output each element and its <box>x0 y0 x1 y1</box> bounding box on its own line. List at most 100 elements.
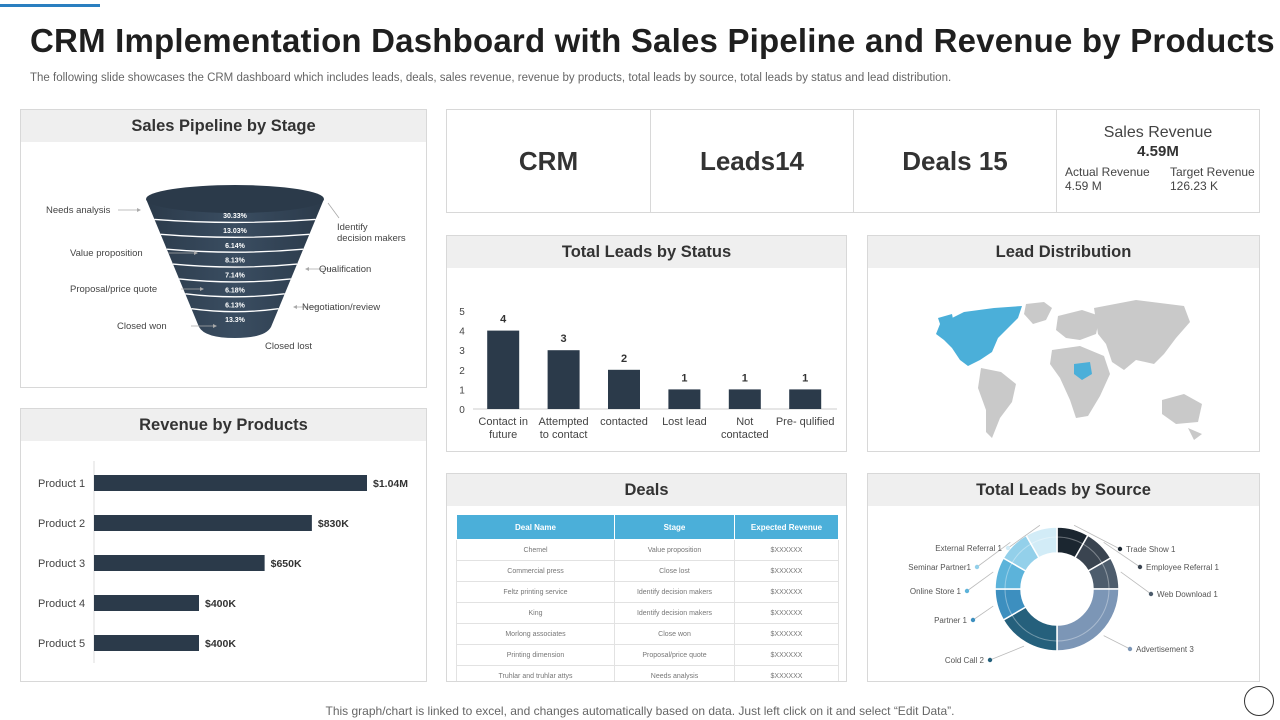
revenue-bar <box>94 555 265 571</box>
deals-panel: Deals Deal Name Stage Expected Revenue C… <box>446 473 847 682</box>
donut-label: Cold Call 2 <box>945 656 985 665</box>
kpi-leads: Leads14 <box>651 110 854 212</box>
table-cell: $XXXXXX <box>734 665 839 681</box>
donut-leader-dot <box>974 564 980 570</box>
funnel-top <box>146 185 324 213</box>
donut-label: Employee Referral 1 <box>1146 563 1219 572</box>
deals-title: Deals <box>447 474 846 506</box>
funnel-body <box>146 199 324 338</box>
funnel-label-proposal: Proposal/price quote <box>70 284 157 295</box>
donut-leader-dot <box>1137 564 1143 570</box>
funnel-label-decision-makers: decision makers <box>337 233 406 244</box>
table-cell: $XXXXXX <box>734 644 839 666</box>
donut-label: Web Download 1 <box>1157 590 1218 599</box>
deals-header-name: Deal Name <box>456 514 615 540</box>
table-cell: Truhlar and truhlar attys <box>456 665 615 681</box>
funnel-label-closed-lost: Closed lost <box>265 341 312 352</box>
donut-leader-dot <box>987 657 993 663</box>
table-cell: Identify decision makers <box>614 602 735 624</box>
status-ytick: 5 <box>459 307 465 318</box>
table-row: Morlong associates Close won $XXXXXX <box>456 623 839 645</box>
revenue-category-label: Product 2 <box>38 518 85 530</box>
funnel-separator <box>166 248 304 253</box>
map-australia <box>1162 394 1202 424</box>
table-cell: Close lost <box>614 560 735 582</box>
donut-ring-line <box>1011 543 1032 564</box>
funnel-separator <box>179 278 291 283</box>
table-cell: King <box>456 602 615 624</box>
revenue-bar <box>94 475 367 491</box>
target-revenue-value: 126.23 K <box>1170 179 1219 193</box>
table-row: Truhlar and truhlar attys Needs analysis $… <box>456 665 839 681</box>
status-bar <box>547 350 580 409</box>
status-bar-value: 3 <box>561 333 567 345</box>
distribution-panel: Lead Distribution <box>867 235 1260 452</box>
status-ytick: 1 <box>459 385 465 396</box>
funnel-label-qualification: Qualification <box>319 264 371 275</box>
donut-leader-line <box>1007 524 1041 549</box>
source-panel: Total Leads by Source Trade Show 1 Employ… <box>867 473 1260 682</box>
revenue-bar-value: $650K <box>271 558 302 570</box>
revenue-category-label: Product 5 <box>38 638 85 650</box>
donut-leader-dot <box>1148 591 1154 597</box>
donut-label: Partner 1 <box>934 616 967 625</box>
revenue-bar-chart: Product 1 $1.04M Product 2 $830K Product 3 $6… <box>38 461 408 663</box>
funnel-chart: 30.33% 13.03% 6.14% 8.13% 7.14% 6.18% 6.13% 13.… <box>46 185 406 352</box>
revenue-bar-value: $400K <box>205 638 236 650</box>
donut-ring-line <box>1056 536 1084 545</box>
funnel-label-negotiation: Negotiation/review <box>302 302 380 313</box>
map-greenland <box>1024 302 1052 324</box>
status-category-label: to contact <box>540 429 588 441</box>
status-ytick: 2 <box>459 366 465 377</box>
donut-leader-dot <box>1127 646 1133 652</box>
funnel-separator <box>185 293 285 298</box>
deals-header-stage: Stage <box>614 514 735 540</box>
donut-label: Online Store 1 <box>910 587 962 596</box>
kpi-crm: CRM <box>447 110 651 212</box>
table-cell: $XXXXXX <box>734 602 839 624</box>
funnel-label-identify: Identify <box>337 222 368 233</box>
revenue-bar <box>94 595 199 611</box>
status-bar-value: 1 <box>742 372 748 384</box>
status-ytick: 0 <box>459 405 465 416</box>
status-bar <box>608 369 640 409</box>
table-cell: Feltz printing service <box>456 581 615 603</box>
donut-leader-line <box>972 605 994 621</box>
donut-label: Seminar Partner1 <box>908 563 971 572</box>
top-accent-line <box>0 4 100 7</box>
table-cell: Close won <box>614 623 735 645</box>
source-title: Total Leads by Source <box>868 474 1259 506</box>
revenue-bar-value: $830K <box>318 518 349 530</box>
donut-label: Trade Show 1 <box>1126 545 1176 554</box>
revenue-category-label: Product 1 <box>38 478 85 490</box>
donut-ring-line <box>1082 543 1103 564</box>
table-cell: $XXXXXX <box>734 623 839 645</box>
map-asia <box>1094 300 1190 370</box>
status-bar <box>487 330 520 409</box>
kpi-panel: CRM Leads14 Deals 15 Sales Revenue 4.59M… <box>446 109 1260 213</box>
revenue-panel: Revenue by Products Product 1 $1.04M Produ… <box>20 408 427 682</box>
status-ytick: 3 <box>459 346 465 357</box>
target-revenue-label: Target Revenue <box>1170 165 1255 179</box>
donut-ring-line <box>1030 536 1058 545</box>
table-cell: Value proposition <box>614 539 735 561</box>
status-bar-value: 2 <box>621 353 627 365</box>
sales-revenue-title: Sales Revenue <box>1103 124 1213 141</box>
actual-revenue-value: 4.59 M <box>1065 179 1102 193</box>
status-ytick: 4 <box>459 327 465 338</box>
page-title: CRM Implementation Dashboard with Sales … <box>30 22 1275 59</box>
funnel-stage-value: 13.03% <box>223 228 248 235</box>
table-cell: Identify decision makers <box>614 581 735 603</box>
donut-label: External Referral 1 <box>935 544 1002 553</box>
page-subtitle: The following slide showcases the CRM da… <box>30 72 952 84</box>
status-category-label: Not <box>736 416 753 428</box>
donut-leader-line <box>1103 635 1131 650</box>
table-cell: Morlong associates <box>456 623 615 645</box>
donut-leader-dot <box>1117 546 1123 552</box>
donut-leader-dot <box>1005 545 1011 551</box>
table-cell: Chemel <box>456 539 615 561</box>
donut-ring-line <box>1004 588 1013 616</box>
map-antarctica-edge <box>1188 428 1202 440</box>
funnel-stage-value: 8.13% <box>225 258 246 265</box>
